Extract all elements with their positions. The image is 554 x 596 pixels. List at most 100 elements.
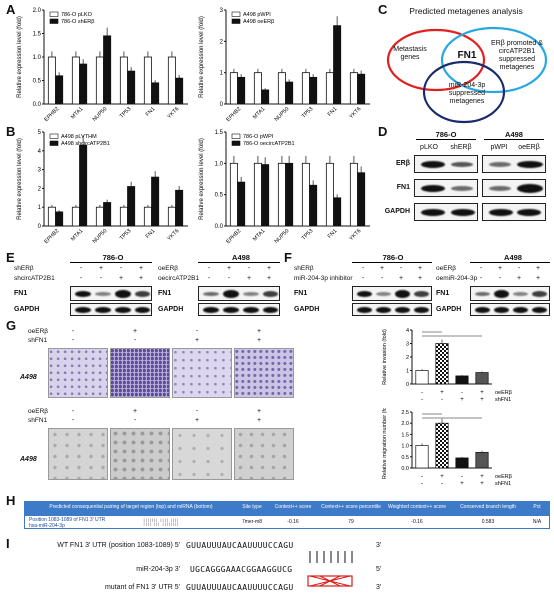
bar xyxy=(357,172,366,227)
blot-e-fn1-label-left: FN1 xyxy=(14,290,28,297)
i-wt-end: 3' xyxy=(376,542,382,549)
panel-letter-d: D xyxy=(378,124,388,139)
legend-label: 786-O pLKO xyxy=(61,12,93,18)
g-invasion-image-4 xyxy=(234,348,294,398)
bar xyxy=(349,72,358,105)
chart-a-right: 0 1 2 3 Relative expression level (fold) EPHB… xyxy=(199,8,370,123)
g-migration-image-2 xyxy=(110,428,170,480)
blot-f-header-left: 786-O xyxy=(382,253,404,262)
g-invasion-image-1 xyxy=(48,348,108,398)
blot-d-fn1-left xyxy=(414,179,478,197)
bar xyxy=(95,206,104,227)
bar xyxy=(229,72,238,105)
bar xyxy=(119,56,128,105)
h-header-0: Predicted consequential pairing of targe… xyxy=(49,504,213,510)
sign: + xyxy=(266,275,272,282)
bar xyxy=(261,89,270,105)
sign: + xyxy=(118,275,124,282)
bar xyxy=(237,181,246,227)
venn-circle-mir xyxy=(422,60,506,124)
sign: - xyxy=(247,265,251,272)
panel-letter-g: G xyxy=(6,318,17,333)
x-tick-label: NUP50 xyxy=(92,106,109,123)
sign: - xyxy=(421,474,423,480)
x-tick-label: NUP50 xyxy=(274,106,291,123)
panel-letter-b: B xyxy=(6,124,16,139)
y-axis-label: Relative migration number (fold) xyxy=(382,408,388,479)
bar xyxy=(79,144,88,227)
blot-e-gapdh-right xyxy=(198,303,280,316)
bar xyxy=(475,372,489,385)
bar xyxy=(357,73,366,105)
venn-center: FN1 xyxy=(457,50,477,61)
bar xyxy=(301,162,310,227)
g-migration-image-4 xyxy=(234,428,294,480)
bar xyxy=(47,56,56,105)
panel-letter-e: E xyxy=(6,250,15,265)
sign-row-label: oeERβ xyxy=(495,474,512,480)
sign: + xyxy=(440,474,444,480)
g-cell-label-bottom: A498 xyxy=(20,456,37,463)
x-tick-label: YKT6 xyxy=(166,106,180,120)
legend-swatch xyxy=(49,140,59,146)
bar xyxy=(325,72,334,105)
bar xyxy=(103,35,112,105)
g-top-row-oeerb: oeERβ xyxy=(28,328,48,335)
y-tick-label: 0 xyxy=(38,224,42,230)
blot-d-erb-right xyxy=(482,155,546,173)
y-tick-label: 0.5 xyxy=(33,79,42,85)
panel-letter-f: F xyxy=(284,250,292,265)
legend-label: 786-O pWPI xyxy=(243,134,274,140)
bar xyxy=(415,370,429,385)
blot-f-fn1-label-right: FN1 xyxy=(436,290,450,297)
blot-d-row-fn1: FN1 xyxy=(396,184,410,191)
blot-d-lane-3: pWPI xyxy=(490,144,508,151)
venn-circle-metastasis xyxy=(386,28,486,92)
sign: - xyxy=(79,265,83,272)
sign: - xyxy=(479,275,483,282)
venn-circle-erb xyxy=(440,26,548,94)
blot-e-fn1-right xyxy=(198,286,280,301)
sign: + xyxy=(535,265,541,272)
sign: + xyxy=(480,481,484,487)
blot-d-erb-left xyxy=(414,155,478,173)
x-tick-label: FN1 xyxy=(145,228,157,240)
x-tick-label: TP53 xyxy=(119,106,133,120)
bar xyxy=(79,63,88,105)
sign: + xyxy=(535,275,541,282)
blot-e-row-shcirc: shcircATP2B1 xyxy=(14,275,55,282)
g-top-row-shfn1: shFN1 xyxy=(28,337,48,344)
blot-f-gapdh-label-left: GAPDH xyxy=(294,306,320,313)
x-tick-label: FN1 xyxy=(327,106,339,118)
venn-label-right: ERβ promoted & circATP2B1 suppressed met… xyxy=(491,40,543,72)
venn-title: Predicted metagenes analysis xyxy=(409,6,523,16)
bar xyxy=(333,25,342,105)
y-tick-label: 2.0 xyxy=(33,8,42,14)
sign: + xyxy=(480,397,484,403)
blot-d-header-left: 786-O xyxy=(435,130,457,139)
x-tick-label: EPHB2 xyxy=(225,228,242,245)
sign-row-label: shFN1 xyxy=(495,397,511,403)
bar xyxy=(435,422,449,469)
x-tick-label: TP53 xyxy=(301,228,315,242)
bar xyxy=(277,72,286,105)
i-wt-seq: GUUAUUUAUCAAUUUUCCAGU xyxy=(186,541,294,550)
sign: + xyxy=(417,265,423,272)
y-tick-label: 0.0 xyxy=(33,102,42,108)
sign: + xyxy=(460,481,464,487)
g-invasion-image-3 xyxy=(172,348,232,398)
venn-label-left: Metastasis genes xyxy=(393,46,427,62)
sign: - xyxy=(421,390,423,396)
sign: + xyxy=(256,408,262,415)
sign: - xyxy=(71,328,75,335)
sign: + xyxy=(194,417,200,424)
bar xyxy=(119,206,128,227)
sign: - xyxy=(71,408,75,415)
bar xyxy=(55,75,64,105)
sign: - xyxy=(461,390,463,396)
blot-e-gapdh-label-right: GAPDH xyxy=(158,306,184,313)
legend-label: A498 pLVTHM xyxy=(61,134,97,140)
y-tick-label: 4 xyxy=(38,149,42,155)
sign: - xyxy=(133,417,137,424)
sign: - xyxy=(399,265,403,272)
